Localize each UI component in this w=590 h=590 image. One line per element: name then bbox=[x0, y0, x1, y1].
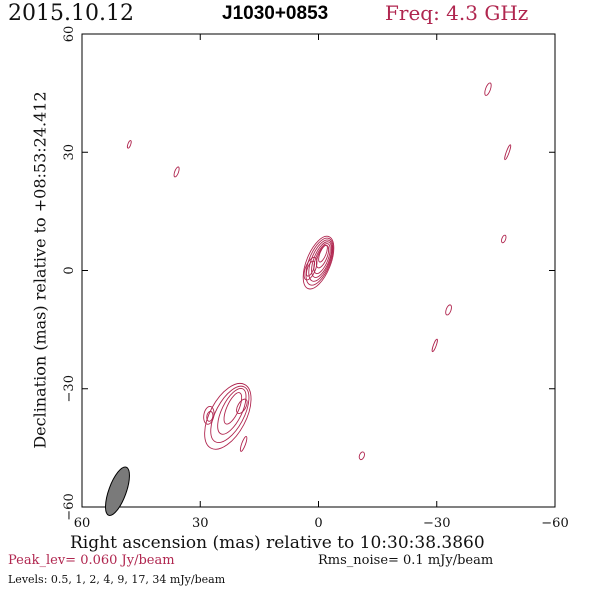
x-tick-label: 30 bbox=[192, 516, 209, 531]
source-name: J1030+0853 bbox=[222, 3, 329, 24]
core-contour bbox=[302, 235, 335, 290]
noise-contour bbox=[504, 144, 512, 161]
x-tick-label: −60 bbox=[541, 516, 568, 531]
y-tick-label: 30 bbox=[62, 144, 77, 161]
frequency-label: Freq: 4.3 GHz bbox=[385, 1, 529, 25]
y-tick-label: 0 bbox=[62, 266, 77, 274]
y-tick-label: 60 bbox=[62, 26, 77, 43]
rms-noise: Rms_noise= 0.1 mJy/beam bbox=[318, 553, 494, 568]
lobe-contour bbox=[204, 383, 252, 450]
core-contour bbox=[311, 241, 332, 278]
noise-contour bbox=[445, 304, 452, 316]
noise-contour bbox=[501, 234, 507, 244]
noise-contour bbox=[484, 82, 492, 96]
x-axis-label: Right ascension (mas) relative to 10:30:… bbox=[70, 533, 485, 553]
x-tick-label: −30 bbox=[423, 516, 450, 531]
lobe-contour bbox=[203, 405, 215, 425]
observation-date: 2015.10.12 bbox=[8, 1, 134, 26]
core-contour bbox=[305, 237, 334, 286]
lobe-contour bbox=[223, 392, 243, 425]
y-tick-label: −60 bbox=[62, 493, 77, 520]
contour-levels: Levels: 0.5, 1, 2, 4, 9, 17, 34 mJy/beam bbox=[8, 573, 226, 586]
core-contour bbox=[313, 243, 331, 275]
core-contour bbox=[308, 239, 333, 282]
noise-contour bbox=[173, 166, 180, 178]
noise-contour bbox=[126, 140, 132, 149]
lobe-contour bbox=[210, 385, 250, 443]
beam-ellipse-layer bbox=[105, 466, 130, 516]
axis-ticks: 60 30 0 −30 −60 −60 −30 0 30 60 bbox=[62, 26, 569, 531]
lobe-contour bbox=[236, 398, 248, 415]
noise-contour bbox=[239, 436, 248, 452]
lobe-contour bbox=[217, 387, 247, 435]
core-contour bbox=[305, 260, 316, 277]
contour-layer bbox=[126, 82, 512, 461]
plot-frame bbox=[81, 33, 556, 508]
noise-contour bbox=[431, 338, 438, 353]
core-contour bbox=[303, 256, 318, 281]
noise-contour bbox=[358, 451, 365, 461]
beam-ellipse bbox=[105, 466, 130, 516]
lobe-contour bbox=[206, 410, 214, 422]
peak-level: Peak_lev= 0.060 Jy/beam bbox=[8, 553, 175, 568]
y-tick-label: −30 bbox=[62, 375, 77, 402]
core-contour bbox=[318, 244, 328, 263]
x-tick-label: 0 bbox=[314, 516, 322, 531]
x-tick-label: 60 bbox=[74, 516, 91, 531]
